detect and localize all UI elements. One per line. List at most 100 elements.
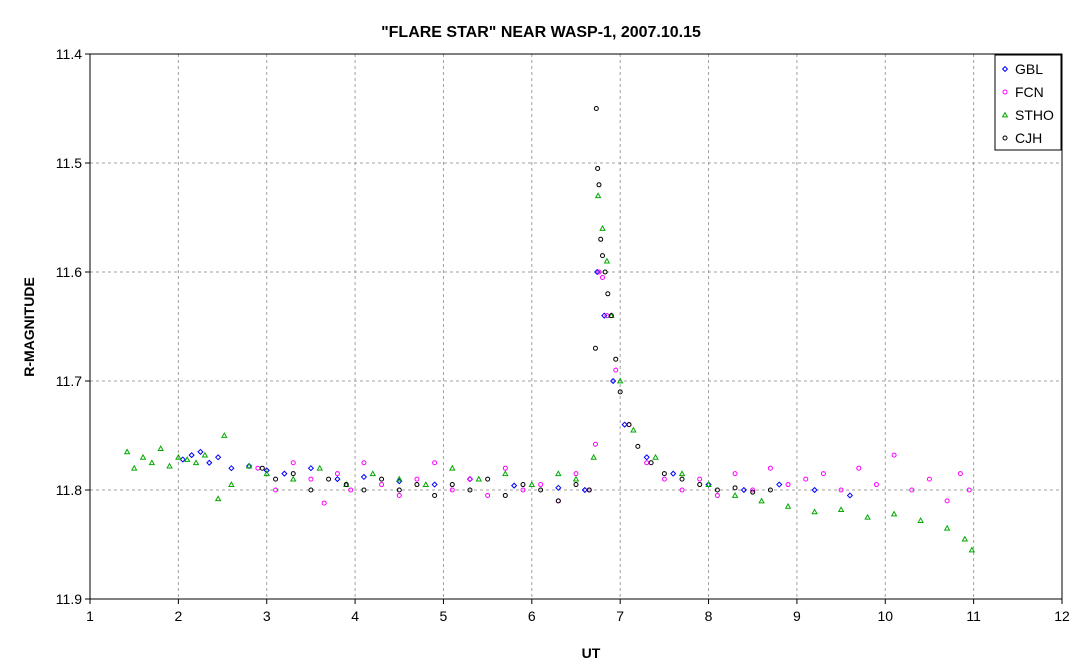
data-point [414,482,420,488]
y-tick-label: 11.6 [56,264,82,280]
data-point [379,482,385,488]
data-point [837,506,845,513]
data-point [586,487,592,493]
data-point [613,356,619,362]
data-point [502,465,508,471]
data-point [856,465,862,471]
data-point [334,471,340,477]
data-point [705,481,712,487]
data-point [573,471,579,477]
data-point [485,476,491,482]
legend: GBL FCN STHO CJH [994,54,1062,151]
y-tick-label: 11.5 [56,155,82,171]
data-point [449,464,456,471]
data-point [740,486,747,494]
data-point [968,546,976,553]
x-tick-label: 8 [705,608,713,624]
data-point [396,492,402,498]
data-point [263,470,270,477]
data-point [917,517,924,523]
data-point [183,456,191,462]
data-point [215,454,222,461]
data-point [621,421,628,428]
data-point [555,498,561,504]
x-tick-label: 10 [877,608,893,624]
plot-area-border [89,53,1063,600]
data-point [214,495,222,502]
data-point [610,377,617,385]
data-point [592,441,598,447]
data-point [431,481,438,488]
data-point [594,268,601,276]
data-point [943,524,951,531]
series-fcn [255,269,972,506]
data-point [197,448,204,455]
data-point [175,453,182,460]
legend-marker-fcn [1002,89,1008,95]
data-point [281,470,288,477]
y-tick-label: 11.4 [56,46,82,62]
data-point [714,492,720,498]
data-point [321,500,327,506]
data-point [348,487,354,493]
data-point [595,165,601,171]
x-tick-label: 7 [616,608,624,624]
data-point [890,510,898,517]
data-point [750,487,756,493]
data-point [361,460,367,466]
data-point [369,470,377,477]
legend-marker-gbl [1001,65,1009,73]
data-point [605,291,611,297]
data-point [811,508,818,515]
data-point [573,482,579,488]
data-point [555,470,562,477]
data-point [201,451,209,458]
data-point [555,484,562,491]
data-point [379,476,385,482]
data-point [679,476,685,482]
data-point [811,486,818,494]
data-point [538,487,544,493]
legend-label-stho: STHO [1015,107,1054,123]
data-point [316,464,323,471]
data-point [228,481,235,487]
data-point [652,453,659,460]
data-point [864,513,871,520]
data-point [396,475,403,482]
data-point [432,492,438,498]
data-point [166,462,173,469]
data-point [343,482,349,488]
data-point [449,487,455,493]
data-point [926,476,932,482]
data-point [776,481,783,488]
data-point [255,465,261,471]
data-point [289,475,297,482]
data-point [432,460,438,466]
data-point [221,432,228,438]
data-point [502,470,509,477]
data-point [414,476,420,482]
data-point [670,470,677,477]
data-point [784,502,792,509]
data-point [697,482,703,488]
data-point [630,426,637,433]
data-point [944,498,950,504]
data-point [592,345,598,351]
data-point [581,486,588,494]
data-point [259,465,265,471]
x-axis-label: UT [582,645,601,661]
data-point [838,487,844,493]
series-gbl [179,268,854,499]
data-point [228,465,235,472]
y-axis-label: R-MAGNITUDE [21,277,37,377]
data-point [596,269,602,275]
data-point [449,482,455,488]
data-point [263,467,270,474]
data-point [139,453,147,460]
data-point [661,471,667,477]
y-tick-label: 11.8 [56,482,82,498]
data-point [307,465,315,472]
data-point [643,454,650,461]
